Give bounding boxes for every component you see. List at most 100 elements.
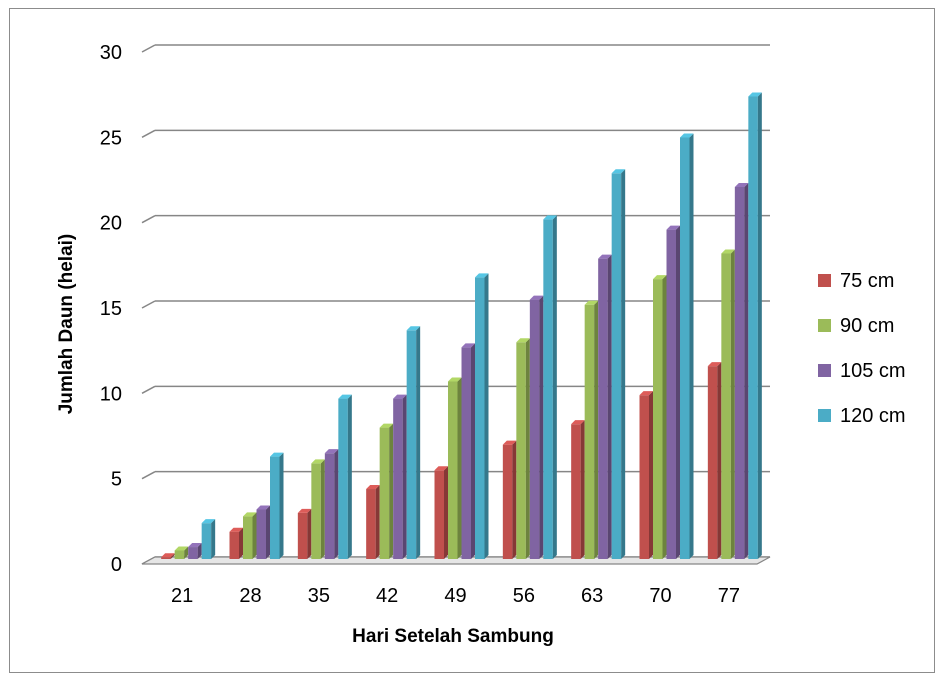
bar (516, 338, 530, 559)
y-tick-label: 20 (100, 213, 122, 235)
bar-front (201, 523, 212, 559)
bar-side (252, 512, 257, 559)
bar-side (552, 215, 557, 559)
bar (680, 133, 694, 559)
bar-front (502, 444, 513, 559)
bar-side (717, 362, 722, 559)
bar-side (621, 169, 626, 559)
bar (502, 440, 517, 559)
x-tick-label: 70 (649, 585, 671, 607)
legend-label: 120 cm (840, 405, 906, 427)
legend-swatch (818, 409, 831, 422)
bar-side (649, 391, 653, 559)
bar-top (543, 215, 557, 220)
legend-swatch (818, 319, 831, 332)
bar-top (734, 182, 749, 187)
bar-front (653, 279, 663, 559)
bar-top (393, 394, 407, 399)
y-tick-label: 10 (100, 383, 122, 405)
bar-front (229, 531, 239, 559)
bar-side (471, 343, 475, 559)
legend-swatch (818, 364, 831, 377)
bar-side (170, 553, 175, 559)
bar-side (307, 508, 312, 559)
bar-top (639, 391, 653, 396)
bar (297, 508, 312, 559)
bar-top (502, 440, 517, 445)
bar-top (571, 420, 585, 425)
bar-top (324, 449, 339, 454)
gridline-side (141, 385, 156, 394)
x-tick-label: 49 (444, 585, 466, 607)
bar-top (434, 466, 448, 471)
gridline-side (141, 300, 156, 309)
x-tick-label: 35 (308, 585, 330, 607)
bar (461, 343, 475, 559)
bar-front (174, 550, 185, 559)
gridline-side (141, 215, 156, 224)
bar (448, 377, 462, 559)
bar (584, 300, 599, 559)
bar-front (584, 304, 595, 559)
bar-top (243, 512, 257, 517)
bar-side (389, 423, 394, 559)
bar-top (338, 394, 352, 399)
bar-front (748, 96, 758, 559)
bar-front (611, 173, 622, 559)
gridline-side (141, 44, 156, 53)
bar-front (338, 398, 348, 559)
bar-top (229, 527, 243, 532)
bar (393, 394, 407, 559)
bar (653, 275, 667, 559)
bar-top (529, 295, 544, 300)
bar-side (744, 182, 749, 560)
y-tick-label: 25 (100, 127, 122, 149)
bar-top (406, 326, 421, 331)
bar-side (539, 295, 544, 559)
bar-front (516, 342, 526, 559)
bar-front (311, 463, 321, 559)
bar-front (270, 456, 280, 559)
bar (379, 423, 394, 559)
bar-front (666, 229, 676, 559)
bar-side (211, 519, 216, 559)
legend-item: 75 cm (818, 270, 894, 292)
bar-side (730, 249, 735, 560)
legend-label: 90 cm (840, 315, 894, 337)
bar (324, 449, 339, 559)
bar-front (721, 253, 731, 560)
legend-item: 120 cm (818, 405, 906, 427)
bar-side (375, 485, 380, 559)
bar-top (201, 519, 216, 524)
bar-front (434, 470, 444, 559)
bar (338, 394, 352, 559)
gridline-side (141, 471, 156, 480)
y-tick-label: 30 (100, 42, 122, 64)
y-axis-title: Jumlah Daun (helai) (56, 234, 77, 415)
bar-top (297, 508, 312, 513)
bar (611, 169, 626, 559)
x-tick-label: 28 (239, 585, 261, 607)
bar-top (270, 452, 284, 457)
bar-side (444, 466, 448, 559)
bar-side (525, 338, 530, 559)
bar (406, 326, 421, 559)
bar-top (721, 249, 735, 254)
bar-side (266, 505, 270, 559)
bar-top (461, 343, 475, 348)
bar-side (239, 527, 243, 559)
bar-top (611, 169, 626, 174)
bar-front (188, 547, 198, 559)
bar (161, 553, 175, 559)
bar (229, 527, 243, 559)
bar-front (297, 512, 308, 559)
bar (666, 225, 680, 559)
bar-side (594, 300, 599, 559)
bar (243, 512, 257, 559)
gridline-side (141, 129, 156, 138)
bar-side (184, 546, 189, 559)
x-axis-ticks: 21 28 35 42 49 56 63 70 77 (171, 585, 740, 607)
bar-front (161, 557, 171, 559)
bar-front (406, 330, 417, 559)
bar-side (757, 92, 762, 559)
